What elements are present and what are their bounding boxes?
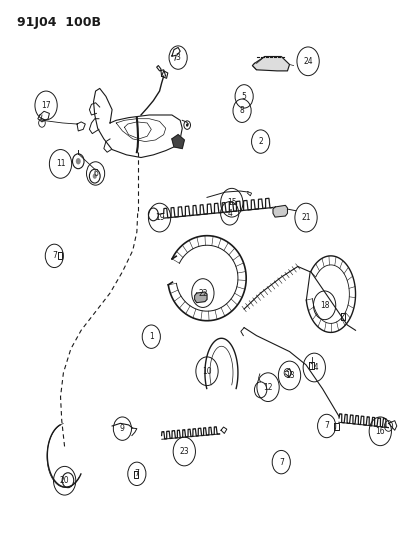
Text: 9: 9 [120,424,125,433]
Circle shape [93,173,97,179]
Text: 5: 5 [241,92,246,101]
Text: 15: 15 [226,198,236,207]
Text: 14: 14 [309,363,318,372]
Text: 2: 2 [258,137,262,146]
Text: 7: 7 [134,470,139,478]
Text: 19: 19 [154,213,164,222]
Text: 4: 4 [227,209,232,218]
Text: 12: 12 [263,383,272,392]
Text: 20: 20 [60,477,69,485]
Polygon shape [171,135,184,149]
Polygon shape [194,292,206,303]
Text: 6: 6 [93,169,98,178]
Polygon shape [252,56,289,71]
Text: 16: 16 [375,427,384,436]
Text: 23: 23 [179,447,189,456]
Text: 8: 8 [239,106,244,115]
Text: 21: 21 [301,213,310,222]
Circle shape [185,124,188,127]
Text: 10: 10 [202,367,211,376]
Text: 11: 11 [56,159,65,168]
Text: 1: 1 [149,332,153,341]
Text: 13: 13 [284,371,294,380]
Text: 7: 7 [278,458,283,466]
Polygon shape [272,205,287,217]
Text: 24: 24 [303,57,312,66]
Circle shape [76,158,81,165]
Text: 91J04  100B: 91J04 100B [17,15,101,29]
Text: 17: 17 [41,101,51,110]
Text: 7: 7 [323,422,328,431]
Text: 3: 3 [175,53,180,62]
Text: 7: 7 [52,252,57,260]
Text: 22: 22 [198,288,207,297]
Text: 18: 18 [319,301,329,310]
